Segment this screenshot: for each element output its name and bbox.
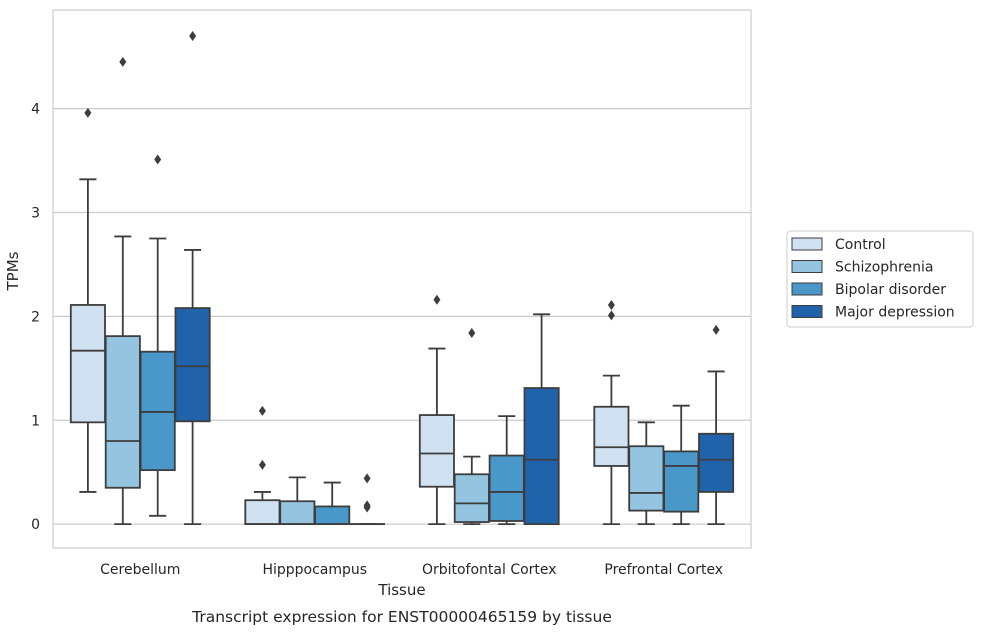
outlier-point [712, 324, 720, 335]
x-tick-labels: Cerebellum Hipppocampus Orbitofontal Corte… [100, 562, 723, 578]
y-tick-label: 3 [31, 206, 40, 222]
box-group [593, 299, 630, 526]
box-group [418, 294, 455, 526]
outlier-point [607, 310, 615, 321]
box-iqr [453, 473, 490, 523]
legend-frame [786, 230, 974, 328]
legend: Control Schizophrenia Bipolar disorder Majo… [786, 230, 974, 328]
y-tick-labels: 0 1 2 3 4 [31, 102, 40, 533]
y-tick-label: 1 [31, 413, 40, 429]
box-group [663, 404, 700, 526]
x-axis-label: Tissue [377, 581, 425, 599]
box-group [139, 154, 176, 517]
box-iqr [418, 414, 455, 488]
plot-frame [52, 9, 752, 549]
legend-swatch [791, 282, 823, 296]
x-tick-label: Hipppocampus [262, 562, 367, 578]
chart-caption: Transcript expression for ENST0000046515… [191, 608, 612, 626]
box-iqr [593, 405, 630, 467]
outlier-point [154, 154, 162, 165]
legend-label: Schizophrenia [835, 260, 933, 276]
outlier-point [119, 56, 127, 67]
box-iqr [488, 454, 525, 522]
box-group [279, 476, 316, 526]
box-iqr [279, 500, 316, 526]
box-group [314, 481, 351, 526]
boxes [69, 30, 735, 526]
box-group [244, 405, 281, 526]
legend-swatch [791, 305, 823, 318]
box-group [453, 328, 490, 526]
box-group [698, 324, 735, 526]
box-group [69, 107, 106, 493]
box-group [174, 30, 211, 526]
box-iqr [139, 350, 176, 472]
box-group [628, 421, 665, 526]
legend-label: Control [835, 237, 886, 253]
outlier-point [189, 30, 197, 41]
legend-swatch [791, 260, 823, 273]
box-iqr [698, 432, 735, 493]
box-iqr [523, 387, 560, 526]
outlier-point [84, 107, 92, 118]
outlier-point [258, 459, 266, 470]
box-iqr [174, 307, 211, 423]
legend-label: Bipolar disorder [835, 282, 946, 298]
outlier-point [363, 500, 371, 511]
box-iqr [314, 505, 351, 526]
box-iqr [104, 335, 141, 489]
box-group [349, 473, 386, 526]
x-tick-label: Cerebellum [100, 562, 180, 578]
y-tick-label: 4 [31, 102, 40, 118]
x-tick-label: Prefrontal Cortex [604, 562, 723, 578]
box-group [523, 313, 560, 526]
legend-swatch [791, 237, 823, 251]
outlier-point [468, 328, 476, 339]
outlier-point [363, 473, 371, 484]
outlier-point [607, 299, 615, 310]
box-iqr [628, 445, 665, 512]
outlier-point [433, 294, 441, 305]
box-iqr [663, 450, 700, 513]
box-iqr [69, 304, 106, 424]
box-iqr [244, 499, 281, 526]
outlier-point [258, 405, 266, 416]
box-group [104, 56, 141, 526]
x-tick-label: Orbitofontal Cortex [422, 562, 557, 578]
y-tick-label: 0 [31, 517, 40, 533]
legend-label: Major depression [835, 305, 955, 321]
y-axis-label: TPMs [4, 251, 22, 291]
box-group [488, 415, 525, 526]
y-tick-label: 2 [31, 309, 40, 325]
